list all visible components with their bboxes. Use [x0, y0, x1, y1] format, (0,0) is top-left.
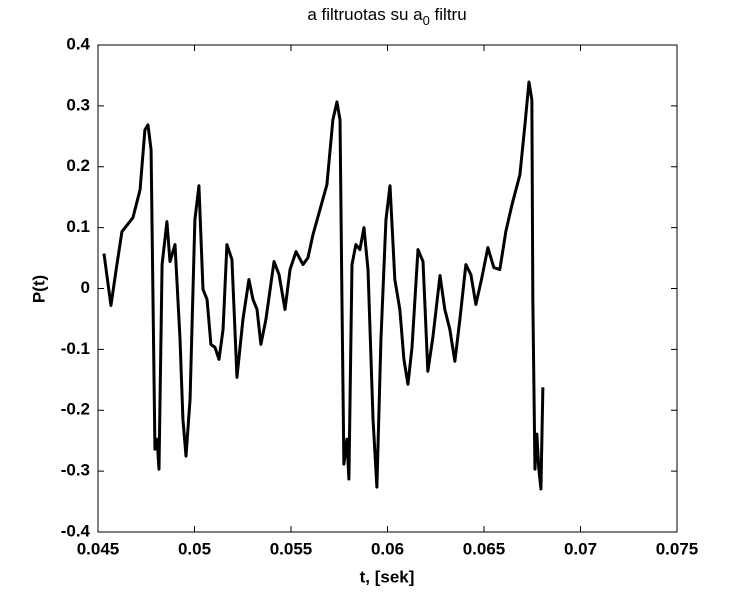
- title-suffix: filtru: [430, 5, 467, 24]
- plot-area: [97, 44, 678, 533]
- y-tick-label: -0.1: [61, 339, 90, 358]
- y-tick-label: 0.4: [66, 34, 90, 53]
- x-tick-label: 0.06: [371, 539, 404, 558]
- title-text: a filtruotas su a: [307, 5, 423, 24]
- line-series: [102, 80, 545, 491]
- title-subscript: 0: [423, 13, 430, 28]
- y-tick-label: -0.2: [61, 400, 90, 419]
- y-tick-label: 0.1: [66, 217, 90, 236]
- y-tick-label: 0: [81, 278, 90, 297]
- y-tick-label: 0.3: [66, 95, 90, 114]
- y-axis-label: P(t): [29, 275, 48, 303]
- y-tick-label: -0.4: [61, 521, 91, 540]
- x-tick-label: 0.05: [178, 539, 211, 558]
- x-tick-label: 0.065: [463, 539, 506, 558]
- x-axis-label: t, [sek]: [360, 567, 415, 586]
- x-tick-label: 0.07: [564, 539, 597, 558]
- chart-title: a filtruotas su a0 filtru: [307, 5, 466, 28]
- y-tick-label: -0.3: [61, 461, 90, 480]
- x-tick-label: 0.045: [77, 539, 120, 558]
- y-tick-label: 0.2: [66, 156, 90, 175]
- x-tick-label: 0.055: [270, 539, 313, 558]
- x-tick-label: 0.075: [656, 539, 699, 558]
